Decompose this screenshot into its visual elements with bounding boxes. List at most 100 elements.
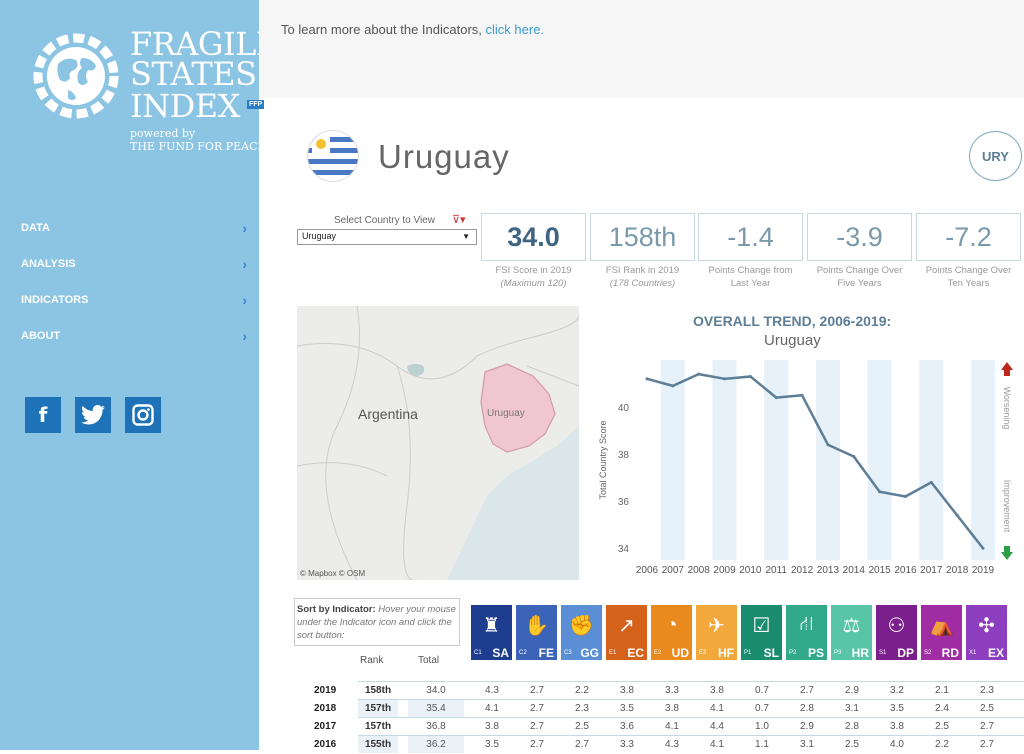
indicator-ex[interactable]: ✣ X1 EX [966,605,1007,660]
stat-sublabel: Last Year [730,278,771,289]
nav-item-label: ANALYSIS [21,258,76,270]
x-tick-label: 2017 [920,565,943,576]
indicator-glyph: ✋ [524,614,549,637]
row-indicator-value: 2.8 [800,703,814,714]
stat-label: Points Change Over [925,265,1012,276]
data-point [826,443,830,447]
indicators-info-text: To learn more about the Indicators, clic… [281,22,544,37]
nav-item-about[interactable]: ABOUT › [0,318,259,354]
table-row: 2016 155th 36.2 3.5 2.7 2.7 3.3 4.3 4.1 1.1 3.1 2.5… [300,736,1024,754]
country-select-value: Uruguay [302,231,337,241]
indicator-sub: C1 [474,649,482,656]
chart-title: OVERALL TREND, 2006-2019: [693,313,892,329]
data-point [697,372,701,376]
row-indicator-value: 2.7 [980,739,994,750]
stat-label: FSI Score in 2019 [495,265,572,276]
click-here-link[interactable]: click here. [485,22,545,37]
row-rank: 157th [364,721,392,732]
indicator-code: P3 HR [831,645,872,660]
indicator-ec[interactable]: ↗ E1 EC [606,605,647,660]
indicator-fe[interactable]: ✋ C2 FE [516,605,557,660]
chart-subtitle: Uruguay [764,332,821,349]
data-point [748,374,752,378]
row-indicator-value: 2.7 [530,685,544,696]
change-five-years-value: -3.9 [807,213,912,261]
data-point [800,393,804,397]
x-tick-label: 2012 [791,565,814,576]
trend-chart: OVERALL TREND, 2006-2019: Uruguay 34 36 38… [596,308,1024,580]
indicator-glyph: ◔ [665,613,678,636]
indicator-icon: ✋ [516,605,557,645]
indicator-code: S2 RD [921,645,962,660]
fsi-logo[interactable]: FRAGILE STATES INDEX FFP powered by THE … [28,28,279,158]
row-indicator-value: 3.8 [620,685,634,696]
x-tick-label: 2007 [662,565,685,576]
chevron-right-icon: › [242,328,247,344]
indicator-gg[interactable]: ✊ C3 GG [561,605,602,660]
sort-text: Hover your mouse under the Indicator ico… [297,604,456,641]
indicator-icon: ☑ [741,605,782,645]
indicator-code: C3 GG [561,645,602,660]
row-indicator-value: 2.7 [530,721,544,732]
country-select[interactable]: Uruguay ▼ [297,229,477,245]
nav-item-analysis[interactable]: ANALYSIS › [0,246,259,282]
chevron-right-icon: › [242,292,247,308]
indicator-code-text: PS [807,645,824,660]
indicator-dp[interactable]: ⚇ S1 DP [876,605,917,660]
row-indicator-value: 3.5 [485,739,499,750]
org-name: THE FUND FOR PEACE [130,140,266,153]
total-header[interactable]: Total [418,655,440,666]
twitter-icon[interactable] [75,397,111,433]
indicator-sl[interactable]: ☑ P1 SL [741,605,782,660]
country-map[interactable]: Argentina Uruguay © Mapbox © OSM [297,306,579,580]
row-indicator-value: 4.4 [710,721,724,732]
indicator-glyph: ⚇ [887,614,906,637]
indicator-ps[interactable]: ⛙ P2 PS [786,605,827,660]
filter-icon[interactable]: ⊽▾ [452,214,466,226]
chart-band [712,360,737,560]
rank-header[interactable]: Rank [360,655,384,666]
row-indicator-value: 4.1 [485,703,499,714]
table-row: 2019 158th 34.0 4.3 2.7 2.2 3.8 3.3 3.8 0.7 2.7 2.9… [300,682,1024,700]
indicator-glyph: ✊ [569,614,594,637]
stat-sublabel: (Maximum 120) [500,278,567,289]
map-attribution: © Mapbox © OSM [300,569,366,578]
indicator-sub: C2 [519,649,527,656]
indicator-icon: ✣ [966,605,1007,645]
stat-sublabel: Five Years [837,278,882,289]
nav-item-data[interactable]: DATA › [0,210,259,246]
indicator-code: C1 SA [471,645,512,660]
indicator-sa[interactable]: ♜ C1 SA [471,605,512,660]
x-tick-label: 2009 [713,565,736,576]
stat-sublabel: (178 Countries) [609,278,676,289]
facebook-icon[interactable]: f [25,397,61,433]
nav-item-label: ABOUT [21,330,61,342]
y-axis-label: Total Country Score [598,420,608,499]
row-indicator-value: 2.7 [575,739,589,750]
row-indicator-value: 3.2 [890,685,904,696]
x-tick-label: 2006 [636,565,659,576]
indicator-hr[interactable]: ⚖ P3 HR [831,605,872,660]
chart-plot: 34 36 38 40 2006 2007 2008 2009 2010 2011 2012 2013… [598,360,1013,576]
indicator-glyph: ✈ [708,614,725,637]
row-indicator-value: 4.1 [710,703,724,714]
data-point [955,513,959,517]
indicator-code-text: GG [580,645,599,660]
main-nav: DATA › ANALYSIS › INDICATORS › ABOUT › [0,210,259,354]
row-indicator-value: 3.8 [890,721,904,732]
top-banner: To learn more about the Indicators, clic… [259,0,1024,98]
indicator-ud[interactable]: ◔ E2 UD [651,605,692,660]
row-rank: 155th [358,736,398,753]
row-year: 2019 [314,685,337,696]
indicator-rd[interactable]: ⛺ S2 RD [921,605,962,660]
dropdown-arrow-icon: ▼ [462,232,470,241]
chevron-right-icon: › [242,220,247,236]
instagram-icon[interactable] [125,397,161,433]
nav-item-indicators[interactable]: INDICATORS › [0,282,259,318]
indicator-hf[interactable]: ✈ E3 HF [696,605,737,660]
indicator-sub: P3 [834,649,842,656]
row-indicator-value: 1.1 [755,739,769,750]
indicator-code-text: SA [492,645,509,660]
indicator-sub: X1 [969,649,977,656]
row-year: 2018 [314,703,337,714]
